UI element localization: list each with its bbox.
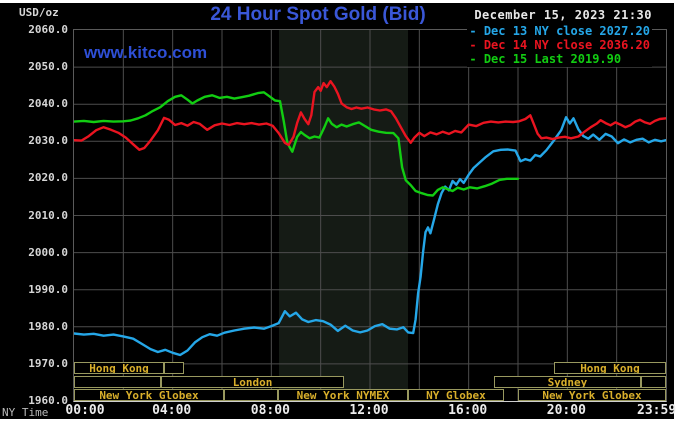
chart-title: 24 Hour Spot Gold (Bid) [210, 4, 426, 25]
chart-datetime: December 15, 2023 21:30 [474, 8, 652, 22]
legend-item-0: - Dec 13 NY close 2027.20 [469, 24, 650, 38]
session-box-new-york-globex: New York Globex [74, 389, 224, 401]
y-tick-2010.0: 2010.0 [28, 208, 68, 222]
session-box-ny-globex: NY Globex [407, 389, 504, 401]
y-tick-2020.0: 2020.0 [28, 171, 68, 185]
session-box-segment [74, 376, 162, 388]
y-tick-2060.0: 2060.0 [28, 23, 68, 36]
session-box-hong-kong: Hong Kong [554, 362, 666, 374]
y-tick-2000.0: 2000.0 [28, 245, 68, 259]
kitco-watermark: www.kitco.com [84, 43, 208, 62]
x-tick-00:00: 00:00 [65, 403, 105, 418]
session-box-sydney: Sydney [494, 376, 641, 388]
y-tick-1980.0: 1980.0 [28, 319, 68, 333]
x-tick-23:59: 23:59 [637, 403, 677, 418]
legend-item-2: - Dec 15 Last 2019.90 [469, 52, 622, 66]
y-tick-2030.0: 2030.0 [28, 134, 68, 148]
y-tick-1970.0: 1970.0 [28, 356, 68, 370]
frame-edge-bottom [0, 419, 680, 423]
session-box-segment [164, 362, 184, 374]
y-axis-units-label: USD/oz [19, 6, 59, 19]
market-session-boxes: Hong Kong Hong Kong London Sydney New York G… [74, 30, 666, 401]
x-tick-16:00: 16:00 [448, 403, 488, 418]
session-box-london: London [161, 376, 345, 388]
y-tick-2050.0: 2050.0 [28, 60, 68, 74]
price-line-0 [74, 115, 666, 357]
y-tick-2040.0: 2040.0 [28, 97, 68, 111]
session-box-segment [223, 389, 278, 401]
x-tick-20:00: 20:00 [546, 403, 586, 418]
y-tick-1990.0: 1990.0 [28, 282, 68, 296]
session-box-new-york-nymex: New York NYMEX [277, 389, 408, 401]
legend: - Dec 13 NY close 2027.20- Dec 14 NY clo… [467, 23, 652, 67]
price-line-1 [74, 91, 520, 197]
price-lines-svg [74, 30, 666, 401]
y-tick-1960.0: 1960.0 [28, 394, 68, 407]
plot-area: Hong Kong Hong Kong London Sydney New York G… [73, 29, 667, 402]
session-box-hong-kong: Hong Kong [74, 362, 165, 374]
legend-item-1: - Dec 14 NY close 2036.20 [469, 38, 650, 52]
price-line-2 [74, 80, 666, 152]
frame-edge-right [674, 0, 680, 423]
frame-edge-top [0, 0, 680, 3]
x-tick-08:00: 08:00 [250, 403, 290, 418]
session-box-segment [640, 376, 666, 388]
x-tick-04:00: 04:00 [152, 403, 192, 418]
x-axis-title: NY Time [2, 406, 49, 419]
session-box-new-york-globex: New York Globex [518, 389, 666, 401]
x-tick-12:00: 12:00 [349, 403, 389, 418]
